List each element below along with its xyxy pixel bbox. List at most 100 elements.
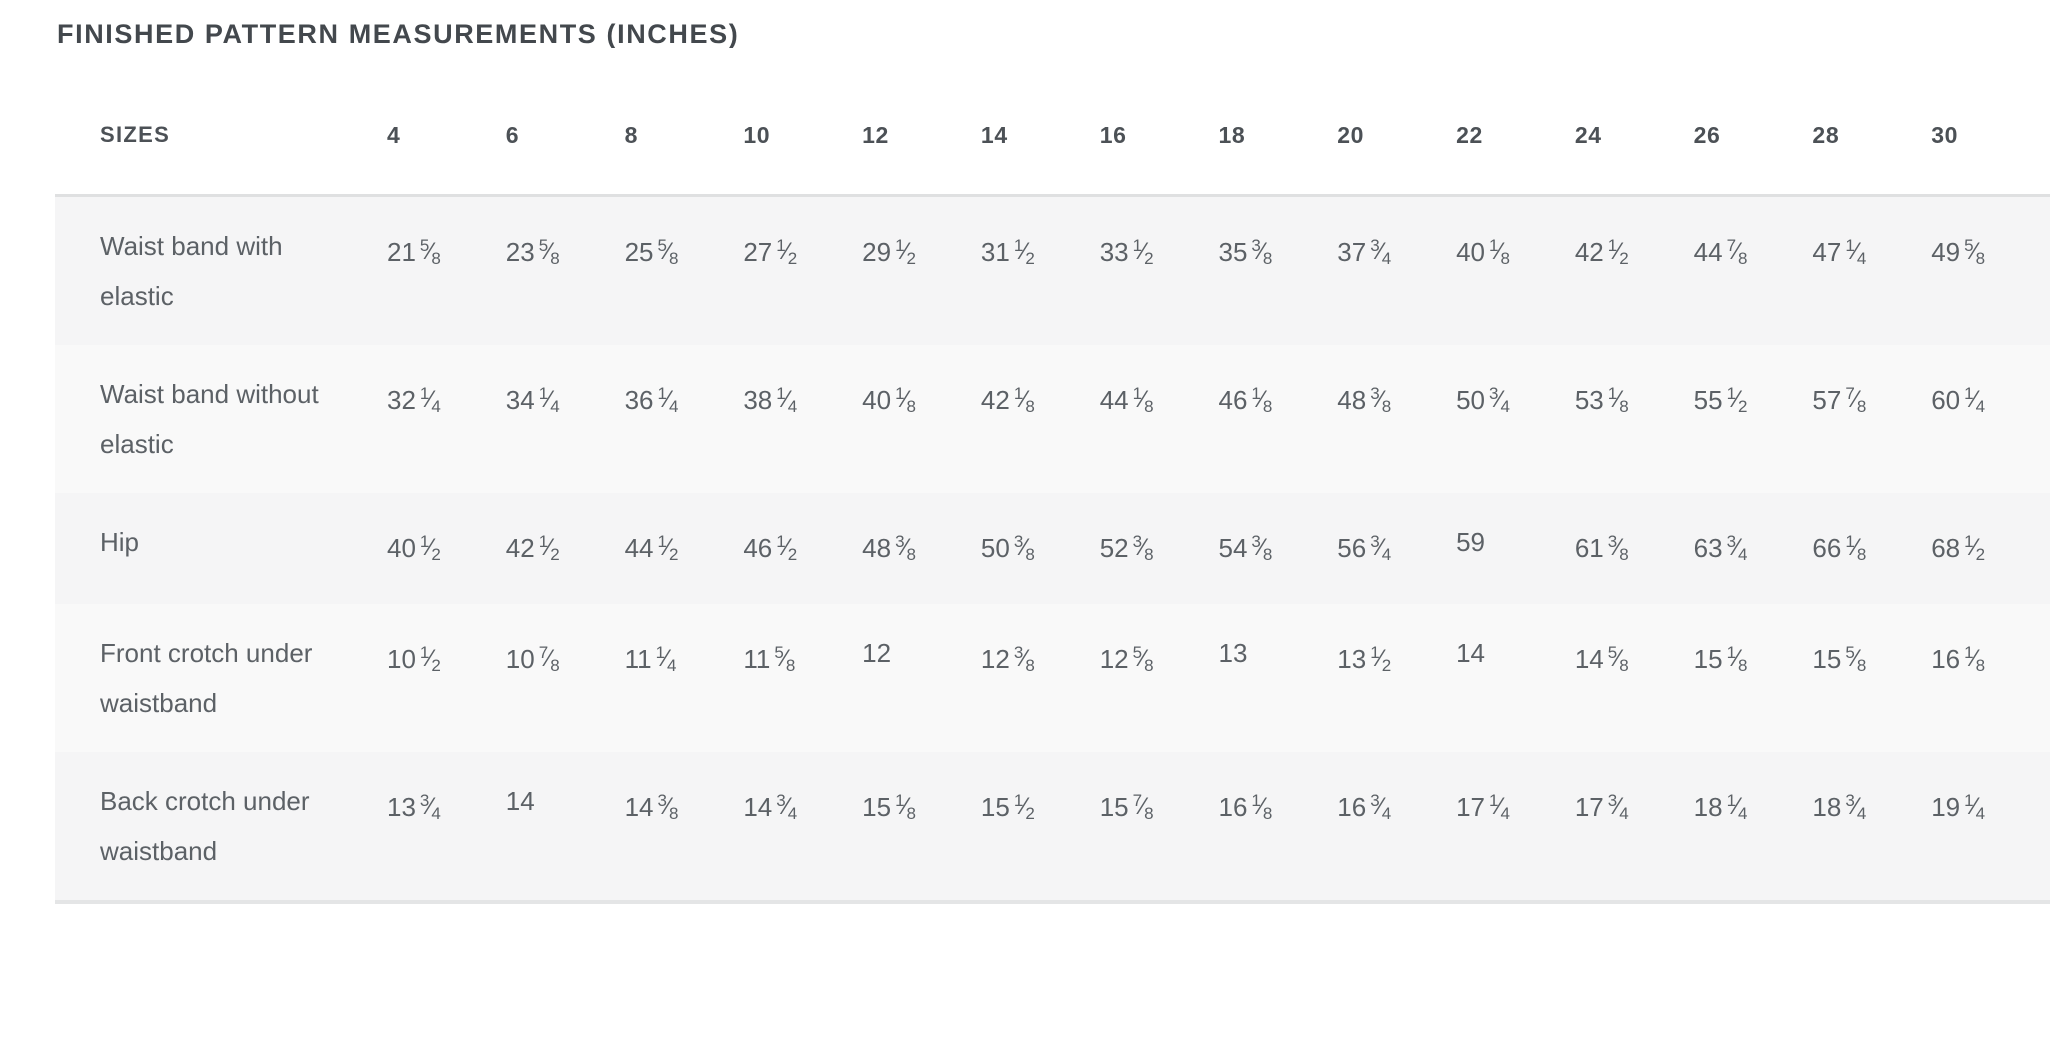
measurement-cell: 15 1⁄2 <box>980 791 1035 823</box>
measurement-cell: 11 5⁄8 <box>743 643 796 675</box>
measurement-cell: 14 <box>505 786 535 816</box>
row-label: Waist band with elastic <box>100 231 283 311</box>
size-column-header: 10 <box>743 122 771 148</box>
row-label: Waist band without elastic <box>100 379 319 459</box>
measurement-cell: 13 <box>1218 638 1248 668</box>
measurements-table: SIZES 4 6 8 10 12 14 16 18 20 22 24 26 28 30 Waist ba… <box>55 48 2050 904</box>
measurement-cell: 42 1⁄2 <box>1574 236 1629 268</box>
size-column-header: 12 <box>862 122 889 148</box>
measurement-cell: 44 1⁄2 <box>624 532 679 564</box>
measurement-cell: 27 1⁄2 <box>743 236 798 268</box>
table-row: Back crotch under waistband 13 3⁄4 14 14 3⁄8 1… <box>55 752 2050 900</box>
measurement-cell: 21 5⁄8 <box>387 236 441 268</box>
measurement-cell: 25 5⁄8 <box>624 236 679 268</box>
measurement-cell: 19 1⁄4 <box>1931 791 1986 823</box>
measurement-cell: 14 3⁄8 <box>624 791 679 823</box>
measurement-cell: 10 7⁄8 <box>505 643 560 675</box>
table-row: Waist band without elastic 32 1⁄4 34 1⁄4 36 1⁄… <box>55 345 2050 493</box>
measurement-cell: 16 1⁄8 <box>1931 643 1986 675</box>
measurement-cell: 55 1⁄2 <box>1693 384 1748 416</box>
measurement-cell: 66 1⁄8 <box>1812 532 1867 564</box>
measurement-cell: 13 1⁄2 <box>1337 643 1392 675</box>
table-row: Waist band with elastic 21 5⁄8 23 5⁄8 25 5⁄8 27… <box>55 197 2050 345</box>
measurement-cell: 38 1⁄4 <box>743 384 798 416</box>
measurement-cell: 23 5⁄8 <box>505 236 560 268</box>
measurement-cell: 11 1⁄4 <box>624 643 677 675</box>
measurement-cell: 18 1⁄4 <box>1693 791 1748 823</box>
size-column-header: 18 <box>1218 122 1246 148</box>
table-bottom-rule <box>55 900 2050 904</box>
size-column-header: 24 <box>1574 122 1602 148</box>
measurement-cell: 42 1⁄2 <box>505 532 560 564</box>
measurement-cell: 44 7⁄8 <box>1693 236 1748 268</box>
table-row: Hip 40 1⁄2 42 1⁄2 44 1⁄2 46 1⁄2 48 3⁄8 50 3⁄8 52 3⁄8 54… <box>55 493 2050 604</box>
measurement-cell: 31 1⁄2 <box>980 236 1035 268</box>
measurement-cell: 15 1⁄8 <box>862 791 917 823</box>
measurement-cell: 17 1⁄4 <box>1456 791 1510 823</box>
measurement-cell: 50 3⁄4 <box>1456 384 1510 416</box>
sizes-header-row: SIZES 4 6 8 10 12 14 16 18 20 22 24 26 28 30 <box>55 48 2050 194</box>
measurement-cell: 12 5⁄8 <box>1099 643 1154 675</box>
measurement-cell: 68 1⁄2 <box>1931 532 1986 564</box>
row-label: Front crotch under waistband <box>100 638 313 718</box>
sizes-header-label: SIZES <box>100 122 171 147</box>
measurements-table-body: Waist band with elastic 21 5⁄8 23 5⁄8 25 5⁄8 27… <box>55 194 2050 900</box>
measurement-cell: 60 1⁄4 <box>1931 384 1986 416</box>
measurement-cell: 56 3⁄4 <box>1337 532 1392 564</box>
measurement-cell: 50 3⁄8 <box>980 532 1035 564</box>
size-column-header: 14 <box>980 122 1008 148</box>
measurement-cell: 40 1⁄8 <box>862 384 917 416</box>
table-row: Front crotch under waistband 10 1⁄2 10 7⁄8 11… <box>55 604 2050 752</box>
measurement-cell: 63 3⁄4 <box>1693 532 1748 564</box>
measurement-cell: 47 1⁄4 <box>1812 236 1867 268</box>
measurement-cell: 14 3⁄4 <box>743 791 798 823</box>
size-column-header: 22 <box>1456 122 1483 148</box>
measurement-cell: 12 <box>862 638 892 668</box>
measurement-cell: 49 5⁄8 <box>1931 236 1986 268</box>
size-column-header: 8 <box>624 122 638 148</box>
measurement-cell: 34 1⁄4 <box>505 384 560 416</box>
measurement-cell: 59 <box>1456 527 1485 557</box>
size-column-header: 30 <box>1931 122 1958 148</box>
size-column-header: 26 <box>1693 122 1721 148</box>
measurement-cell: 46 1⁄8 <box>1218 384 1273 416</box>
measurement-cell: 15 1⁄8 <box>1693 643 1748 675</box>
measurement-cell: 40 1⁄8 <box>1456 236 1510 268</box>
measurement-cell: 15 7⁄8 <box>1099 791 1154 823</box>
measurement-cell: 53 1⁄8 <box>1574 384 1629 416</box>
measurement-cell: 40 1⁄2 <box>387 532 441 564</box>
measurement-cell: 14 5⁄8 <box>1574 643 1629 675</box>
measurement-cell: 48 3⁄8 <box>862 532 917 564</box>
measurement-cell: 35 3⁄8 <box>1218 236 1273 268</box>
measurement-cell: 37 3⁄4 <box>1337 236 1392 268</box>
measurement-cell: 18 3⁄4 <box>1812 791 1867 823</box>
measurement-cell: 16 3⁄4 <box>1337 791 1392 823</box>
measurement-cell: 57 7⁄8 <box>1812 384 1867 416</box>
row-label: Back crotch under waistband <box>100 786 310 866</box>
measurement-cell: 42 1⁄8 <box>980 384 1035 416</box>
measurement-cell: 16 1⁄8 <box>1218 791 1273 823</box>
page-title: FINISHED PATTERN MEASUREMENTS (INCHES) <box>57 19 740 49</box>
size-column-header: 20 <box>1337 122 1365 148</box>
measurement-cell: 32 1⁄4 <box>387 384 441 416</box>
measurement-cell: 52 3⁄8 <box>1099 532 1154 564</box>
size-column-header: 4 <box>387 122 401 148</box>
measurement-cell: 54 3⁄8 <box>1218 532 1273 564</box>
size-column-header: 16 <box>1099 122 1127 148</box>
measurement-cell: 13 3⁄4 <box>387 791 441 823</box>
row-label: Hip <box>100 527 140 557</box>
measurement-cell: 10 1⁄2 <box>387 643 441 675</box>
measurement-cell: 33 1⁄2 <box>1099 236 1154 268</box>
size-column-header: 28 <box>1812 122 1840 148</box>
measurement-cell: 44 1⁄8 <box>1099 384 1154 416</box>
measurement-cell: 46 1⁄2 <box>743 532 798 564</box>
measurement-cell: 29 1⁄2 <box>862 236 917 268</box>
measurement-cell: 17 3⁄4 <box>1574 791 1629 823</box>
measurement-cell: 14 <box>1456 638 1485 668</box>
measurement-cell: 36 1⁄4 <box>624 384 679 416</box>
size-column-header: 6 <box>505 122 520 148</box>
measurement-cell: 48 3⁄8 <box>1337 384 1392 416</box>
measurement-cell: 15 5⁄8 <box>1812 643 1867 675</box>
measurement-cell: 61 3⁄8 <box>1574 532 1629 564</box>
